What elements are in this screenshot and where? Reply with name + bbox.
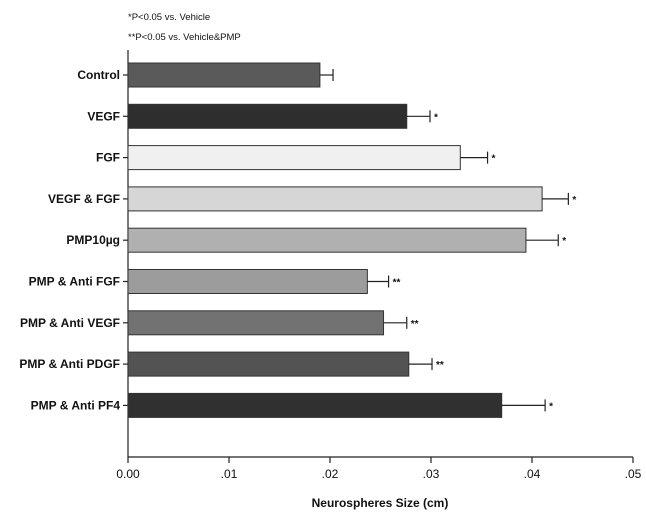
bar	[127, 186, 543, 212]
bar	[127, 103, 408, 129]
category-label: Control	[77, 68, 120, 82]
category-label: VEGF & FGF	[48, 192, 120, 206]
bar	[127, 145, 461, 171]
category-label: PMP & Anti PF4	[31, 398, 121, 412]
significance-marker: *	[562, 236, 566, 247]
plot-area: 0.00 .01 .02 .03 .04 .05 Control VEGF * FGF * VEGF …	[19, 50, 642, 481]
significance-marker: *	[572, 195, 576, 206]
x-tick-label: .04	[524, 467, 541, 481]
x-axis-title: Neurospheres Size (cm)	[312, 496, 449, 510]
bar	[127, 351, 410, 377]
significance-marker: *	[492, 154, 496, 165]
x-tick-label: .02	[322, 467, 339, 481]
significance-marker: *	[434, 112, 438, 123]
bar	[127, 62, 321, 88]
bar	[127, 310, 385, 336]
bar	[127, 269, 368, 294]
category-label: VEGF	[87, 109, 120, 123]
bar	[127, 392, 503, 418]
significance-note-2: **P<0.05 vs. Vehicle&PMP	[128, 32, 241, 43]
category-label: PMP & Anti FGF	[29, 275, 120, 289]
x-tick-label: .01	[221, 467, 238, 481]
significance-marker: **	[393, 278, 401, 289]
significance-marker: **	[411, 319, 419, 330]
x-tick-label: 0.00	[116, 467, 140, 481]
category-label: PMP & Anti VEGF	[20, 316, 120, 330]
category-label: PMP10µg	[66, 233, 120, 247]
bar	[127, 227, 527, 253]
x-tick-label: .03	[423, 467, 440, 481]
significance-marker: *	[549, 401, 553, 412]
significance-note-1: *P<0.05 vs. Vehicle	[128, 12, 210, 23]
x-tick-label: .05	[625, 467, 642, 481]
category-label: FGF	[96, 151, 120, 165]
significance-marker: **	[436, 360, 444, 371]
category-label: PMP & Anti PDGF	[19, 357, 120, 371]
